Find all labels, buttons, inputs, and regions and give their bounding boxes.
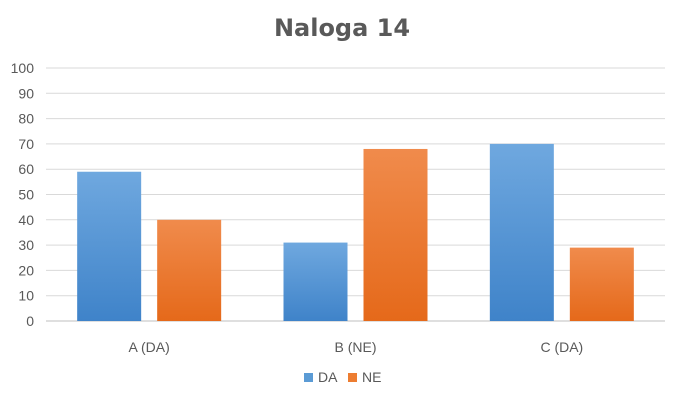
gridlines [46,67,665,322]
legend-label-da: DA [318,369,338,385]
chart-title: Naloga 14 [274,14,410,42]
bar-da-2 [489,143,554,321]
y-tick-label: 20 [18,262,34,278]
y-tick-label: 60 [18,161,34,177]
y-tick-label: 70 [18,136,34,152]
y-tick-label: 50 [18,187,34,203]
x-category-label: C (DA) [540,339,583,355]
bar-da-1 [283,242,348,321]
x-category-label: B (NE) [335,339,377,355]
y-tick-label: 40 [18,212,34,228]
legend-swatch-da [304,373,313,382]
y-tick-label: 0 [26,313,34,329]
bar-ne-0 [157,219,222,321]
y-axis-ticks: 0 10 20 30 40 50 60 70 80 90 100 [11,60,35,329]
bar-ne-2 [569,247,634,321]
bars [77,143,634,321]
x-axis-categories: A (DA) B (NE) C (DA) [129,339,584,355]
legend-swatch-ne [348,373,357,382]
y-tick-label: 100 [11,60,35,76]
legend-label-ne: NE [362,369,381,385]
bar-da-0 [77,171,142,321]
bar-ne-1 [363,148,428,321]
y-tick-label: 80 [18,111,34,127]
x-category-label: A (DA) [129,339,170,355]
y-tick-label: 10 [18,288,34,304]
y-tick-label: 90 [18,85,34,101]
legend: DA NE [304,369,381,385]
y-tick-label: 30 [18,237,34,253]
